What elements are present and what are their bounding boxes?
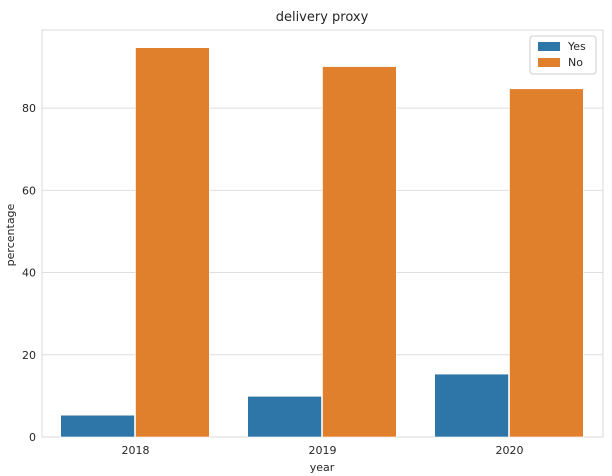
y-tick-label-20: 20 (22, 349, 36, 362)
y-tick-label-40: 40 (22, 267, 36, 280)
x-tick-label-2019: 2019 (309, 444, 337, 457)
y-tick-label-80: 80 (22, 102, 36, 115)
bar-no-2020 (509, 88, 584, 438)
bar-yes-2019 (247, 395, 322, 438)
y-axis-label: percentage (4, 203, 17, 266)
x-tick-label-2020: 2020 (496, 444, 524, 457)
bar-yes-2020 (434, 373, 509, 438)
y-tick-label-0: 0 (29, 431, 36, 444)
x-axis-label: year (310, 461, 335, 474)
legend-label-yes: Yes (567, 40, 586, 53)
bar-yes-2018 (60, 414, 135, 438)
axes-layer: 0 20 40 60 80 2018 2019 2020 (22, 102, 524, 457)
bar-no-2019 (322, 66, 397, 438)
legend-label-no: No (568, 56, 583, 69)
legend: Yes No (529, 35, 597, 75)
chart-title: delivery proxy (276, 10, 369, 25)
x-tick-label-2018: 2018 (122, 444, 150, 457)
bar-no-2018 (135, 47, 210, 438)
y-tick-label-60: 60 (22, 184, 36, 197)
legend-box (529, 35, 597, 75)
legend-swatch-yes (538, 42, 560, 51)
bars-layer (60, 47, 584, 438)
legend-swatch-no (538, 58, 560, 67)
